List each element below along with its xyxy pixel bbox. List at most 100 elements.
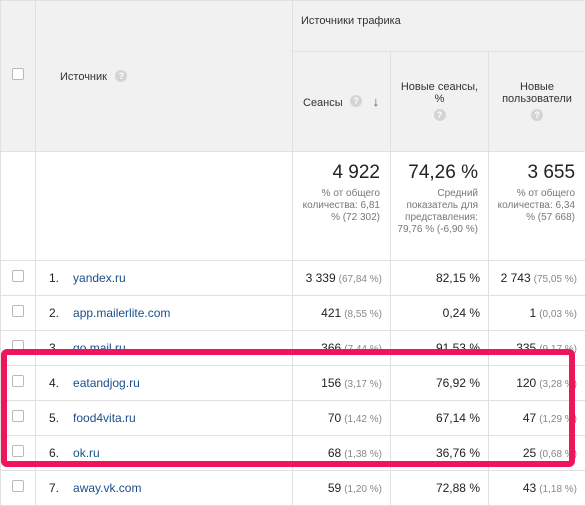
table-row: 4. eatandjog.ru 156(3,17 %) 76,92 % 120(3,28…: [1, 366, 585, 401]
row-checkbox-cell: [1, 471, 36, 506]
sessions-percent: (3,17 %): [344, 379, 382, 390]
row-checkbox[interactable]: [12, 270, 24, 282]
row-checkbox[interactable]: [12, 305, 24, 317]
new-users-cell: 2 743(75,05 %): [489, 261, 585, 296]
new-sessions-cell: 67,14 %: [391, 401, 489, 436]
row-index: 2.: [49, 306, 59, 320]
sort-arrow-down-icon[interactable]: ↓: [373, 94, 380, 109]
row-checkbox[interactable]: [12, 445, 24, 457]
source-column-header[interactable]: Источник ?: [36, 1, 293, 152]
new-users-column-header[interactable]: Новые пользователи ?: [489, 52, 585, 152]
sessions-value: 421: [321, 306, 341, 320]
total-new-sessions-sub: Средний показатель для представления: 79…: [397, 188, 478, 236]
help-icon[interactable]: ?: [434, 109, 446, 121]
help-icon[interactable]: ?: [115, 70, 127, 82]
table-row: 6. ok.ru 68(1,38 %) 36,76 % 25(0,68 %): [1, 436, 585, 471]
row-index: 3.: [49, 341, 59, 355]
new-sessions-value: 76,92 %: [436, 376, 480, 390]
sessions-value: 59: [328, 481, 341, 495]
total-new-users-cell: 3 655 % от общего количества: 6,34 % (57…: [489, 152, 585, 261]
table-row: 2. app.mailerlite.com 421(8,55 %) 0,24 % 1(0…: [1, 296, 585, 331]
new-users-value: 25: [523, 446, 536, 460]
new-sessions-cell: 72,88 %: [391, 471, 489, 506]
new-users-percent: (1,18 %): [539, 484, 577, 495]
new-users-percent: (1,29 %): [539, 414, 577, 425]
row-index: 7.: [49, 481, 59, 495]
row-index: 5.: [49, 411, 59, 425]
table-row: 3. go.mail.ru 366(7,44 %) 91,53 % 335(9,17 %…: [1, 331, 585, 366]
sessions-value: 3 339: [306, 271, 336, 285]
source-link[interactable]: app.mailerlite.com: [73, 306, 170, 320]
table-row: 7. away.vk.com 59(1,20 %) 72,88 % 43(1,18 %): [1, 471, 585, 506]
row-checkbox[interactable]: [12, 375, 24, 387]
sessions-percent: (1,20 %): [344, 484, 382, 495]
source-cell: 3. go.mail.ru: [36, 331, 293, 366]
new-users-value: 2 743: [501, 271, 531, 285]
total-new-users-sub: % от общего количества: 6,34 % (57 668): [495, 188, 575, 224]
new-users-value: 47: [523, 411, 536, 425]
new-users-value: 1: [530, 306, 537, 320]
row-checkbox[interactable]: [12, 480, 24, 492]
source-link[interactable]: away.vk.com: [73, 481, 141, 495]
row-checkbox-cell: [1, 296, 36, 331]
total-new-sessions-value: 74,26 %: [397, 162, 478, 184]
select-all-checkbox[interactable]: [12, 68, 24, 80]
new-sessions-cell: 0,24 %: [391, 296, 489, 331]
sessions-value: 70: [328, 411, 341, 425]
new-users-cell: 47(1,29 %): [489, 401, 585, 436]
row-index: 1.: [49, 271, 59, 285]
new-sessions-value: 0,24 %: [443, 306, 480, 320]
total-new-users-value: 3 655: [495, 162, 575, 184]
group-header-label: Источники трафика: [301, 15, 401, 27]
row-index: 4.: [49, 376, 59, 390]
row-checkbox-cell: [1, 261, 36, 296]
row-checkbox[interactable]: [12, 340, 24, 352]
row-checkbox-cell: [1, 436, 36, 471]
new-users-cell: 335(9,17 %): [489, 331, 585, 366]
source-cell: 5. food4vita.ru: [36, 401, 293, 436]
total-sessions-sub: % от общего количества: 6,81 % (72 302): [299, 188, 380, 224]
table-row: 5. food4vita.ru 70(1,42 %) 67,14 % 47(1,29 %…: [1, 401, 585, 436]
new-users-value: 43: [523, 481, 536, 495]
row-checkbox-cell: [1, 366, 36, 401]
new-sessions-cell: 82,15 %: [391, 261, 489, 296]
source-link[interactable]: go.mail.ru: [73, 341, 126, 355]
source-link[interactable]: ok.ru: [73, 446, 100, 460]
sessions-column-header[interactable]: Сеансы ? ↓: [293, 52, 391, 152]
row-index: 6.: [49, 446, 59, 460]
sessions-percent: (1,38 %): [344, 449, 382, 460]
sessions-value: 68: [328, 446, 341, 460]
row-checkbox[interactable]: [12, 410, 24, 422]
totals-row: 4 922 % от общего количества: 6,81 % (72…: [1, 152, 585, 261]
new-users-percent: (0,68 %): [539, 449, 577, 460]
sessions-percent: (7,44 %): [344, 344, 382, 355]
source-link[interactable]: yandex.ru: [73, 271, 126, 285]
help-icon[interactable]: ?: [531, 109, 543, 121]
row-checkbox-cell: [1, 331, 36, 366]
new-users-cell: 1(0,03 %): [489, 296, 585, 331]
sessions-percent: (67,84 %): [339, 274, 382, 285]
source-cell: 1. yandex.ru: [36, 261, 293, 296]
new-users-cell: 120(3,28 %): [489, 366, 585, 401]
new-sessions-value: 72,88 %: [436, 481, 480, 495]
sessions-cell: 421(8,55 %): [293, 296, 391, 331]
new-users-cell: 43(1,18 %): [489, 471, 585, 506]
sessions-value: 366: [321, 341, 341, 355]
source-link[interactable]: eatandjog.ru: [73, 376, 140, 390]
sessions-cell: 366(7,44 %): [293, 331, 391, 366]
new-users-value: 335: [516, 341, 536, 355]
new-sessions-column-header[interactable]: Новые сеансы, % ?: [391, 52, 489, 152]
new-sessions-value: 36,76 %: [436, 446, 480, 460]
traffic-sources-group-header: Источники трафика: [293, 1, 585, 52]
help-icon[interactable]: ?: [350, 95, 362, 107]
sessions-value: 156: [321, 376, 341, 390]
row-checkbox-cell: [1, 401, 36, 436]
source-link[interactable]: food4vita.ru: [73, 411, 136, 425]
source-cell: 7. away.vk.com: [36, 471, 293, 506]
new-sessions-value: 67,14 %: [436, 411, 480, 425]
sessions-cell: 70(1,42 %): [293, 401, 391, 436]
sessions-cell: 68(1,38 %): [293, 436, 391, 471]
sessions-percent: (1,42 %): [344, 414, 382, 425]
new-sessions-value: 91,53 %: [436, 341, 480, 355]
